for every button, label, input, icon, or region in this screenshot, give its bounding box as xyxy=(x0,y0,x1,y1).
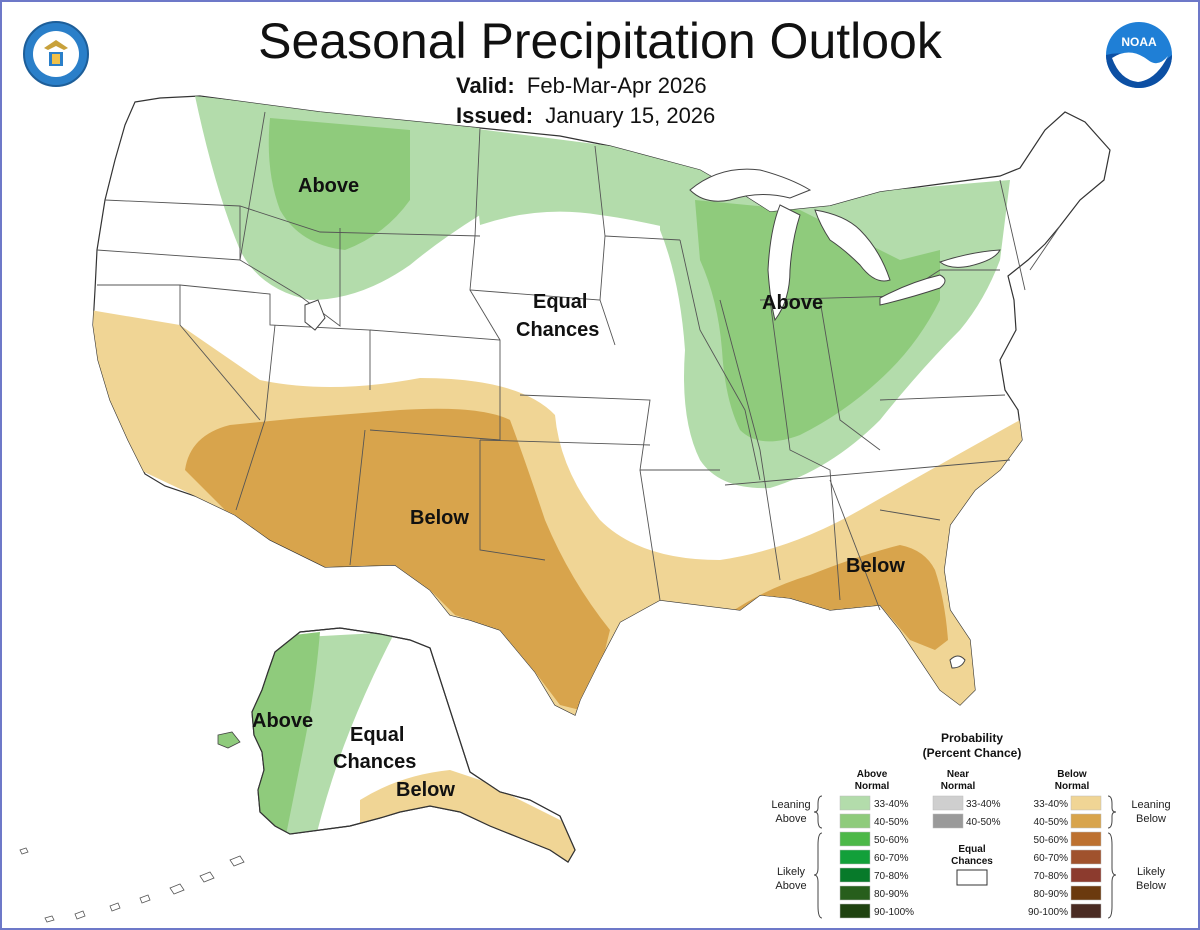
legend-near-swatch-0 xyxy=(932,795,964,811)
legend-above-header-2: Normal xyxy=(855,781,890,792)
legend-brace-above-likely xyxy=(813,832,823,919)
legend-near-header-2: Normal xyxy=(941,781,976,792)
legend-below-range-5: 80-90% xyxy=(1034,889,1069,900)
label-nw-above: Above xyxy=(298,175,359,197)
legend-equal-2: Chances xyxy=(951,856,993,867)
legend-brace-above-leaning xyxy=(813,795,823,829)
legend-likely-below-2: Below xyxy=(1136,880,1166,892)
legend-below-range-3: 60-70% xyxy=(1034,853,1069,864)
legend-near-swatch-1 xyxy=(932,813,964,829)
legend-below-swatch-6 xyxy=(1070,903,1102,919)
region-sw-below-40 xyxy=(185,408,610,710)
legend-below-header-1: Below xyxy=(1057,769,1087,780)
label-east-above: Above xyxy=(762,292,823,314)
legend-below-swatch-0 xyxy=(1070,795,1102,811)
label-ak-equal-2: Chances xyxy=(333,751,416,773)
legend-brace-below-likely xyxy=(1107,832,1117,919)
region-nw-above-40 xyxy=(268,118,410,250)
legend-above-swatch-5 xyxy=(839,885,871,901)
legend-near-range-0: 33-40% xyxy=(966,799,1001,810)
legend-title-1: Probability xyxy=(941,731,1003,745)
legend: Probability (Percent Chance) Above Norma… xyxy=(771,731,1171,919)
legend-above-range-3: 60-70% xyxy=(874,853,909,864)
legend-above-range-6: 90-100% xyxy=(874,907,914,918)
legend-below-column: 33-40% 40-50% 50-60% 60-70% 70-80% 80-90% 90-1… xyxy=(1028,795,1102,919)
legend-below-range-6: 90-100% xyxy=(1028,907,1068,918)
legend-below-swatch-5 xyxy=(1070,885,1102,901)
label-ak-below: Below xyxy=(396,779,455,801)
alaska-island-nunivak xyxy=(217,731,241,749)
legend-above-range-1: 40-50% xyxy=(874,817,909,828)
legend-leaning-above-2: Above xyxy=(775,813,806,825)
legend-below-swatch-4 xyxy=(1070,867,1102,883)
legend-above-range-2: 50-60% xyxy=(874,835,909,846)
label-central-equal-1: Equal xyxy=(533,291,587,313)
region-se-below-40 xyxy=(720,545,948,650)
legend-likely-above-1: Likely xyxy=(777,866,806,878)
alaska-above-40 xyxy=(252,632,320,840)
legend-likely-above-2: Above xyxy=(775,880,806,892)
issued-line: Issued: January 15, 2026 xyxy=(456,103,715,129)
legend-below-swatch-3 xyxy=(1070,849,1102,865)
issued-value: January 15, 2026 xyxy=(545,103,716,128)
state-borders xyxy=(96,111,1061,611)
valid-label: Valid: xyxy=(456,73,515,98)
legend-title-2: (Percent Chance) xyxy=(923,746,1022,760)
noaa-logo-icon: NOAA xyxy=(1106,22,1172,88)
legend-below-range-2: 50-60% xyxy=(1034,835,1069,846)
legend-below-swatch-2 xyxy=(1070,831,1102,847)
legend-near-column: 33-40% 40-50% xyxy=(932,795,1001,829)
label-sw-below: Below xyxy=(410,507,469,529)
label-central-equal-2: Chances xyxy=(516,319,599,341)
legend-below-header-2: Normal xyxy=(1055,781,1090,792)
legend-above-swatch-3 xyxy=(839,849,871,865)
issued-label: Issued: xyxy=(456,103,534,128)
legend-above-column: 33-40% 40-50% 50-60% 60-70% 70-80% 80-90% 90-1… xyxy=(839,795,914,919)
great-salt-lake xyxy=(304,299,326,331)
legend-above-swatch-0 xyxy=(839,795,871,811)
valid-line: Valid: Feb-Mar-Apr 2026 xyxy=(456,73,707,99)
legend-likely-below-1: Likely xyxy=(1137,866,1166,878)
legend-above-range-5: 80-90% xyxy=(874,889,909,900)
legend-below-swatch-1 xyxy=(1070,813,1102,829)
legend-above-range-0: 33-40% xyxy=(874,799,909,810)
legend-above-range-4: 70-80% xyxy=(874,871,909,882)
legend-above-swatch-4 xyxy=(839,867,871,883)
alaska-outline-stroke xyxy=(251,627,576,863)
noaa-logo-text: NOAA xyxy=(1121,35,1157,49)
legend-leaning-below-1: Leaning xyxy=(1131,799,1170,811)
legend-equal-1: Equal xyxy=(958,844,985,855)
legend-near-header-1: Near xyxy=(947,769,969,780)
legend-above-header-1: Above xyxy=(857,769,888,780)
great-lakes xyxy=(689,168,1001,322)
legend-above-swatch-6 xyxy=(839,903,871,919)
page-title: Seasonal Precipitation Outlook xyxy=(258,13,942,69)
legend-above-swatch-2 xyxy=(839,831,871,847)
legend-leaning-above-1: Leaning xyxy=(771,799,810,811)
legend-brace-below-leaning xyxy=(1107,795,1117,829)
label-se-below: Below xyxy=(846,555,905,577)
legend-leaning-below-2: Below xyxy=(1136,813,1166,825)
legend-equal-swatch xyxy=(956,869,988,886)
legend-below-range-1: 40-50% xyxy=(1034,817,1069,828)
legend-near-range-1: 40-50% xyxy=(966,817,1001,828)
legend-below-range-0: 33-40% xyxy=(1034,799,1069,810)
label-ak-equal-1: Equal xyxy=(350,724,404,746)
lake-okeechobee xyxy=(949,655,966,669)
aleutian-islands xyxy=(19,847,245,923)
alaska-below-33 xyxy=(360,770,575,862)
legend-below-range-4: 70-80% xyxy=(1034,871,1069,882)
commerce-seal-icon xyxy=(23,21,89,87)
legend-above-swatch-1 xyxy=(839,813,871,829)
label-ak-above: Above xyxy=(252,710,313,732)
valid-value: Feb-Mar-Apr 2026 xyxy=(526,73,707,98)
